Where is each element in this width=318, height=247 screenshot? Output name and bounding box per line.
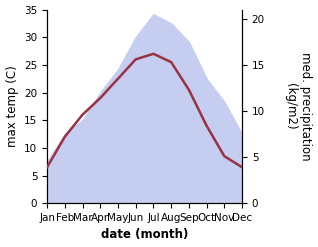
Y-axis label: max temp (C): max temp (C) — [5, 65, 18, 147]
X-axis label: date (month): date (month) — [101, 228, 188, 242]
Y-axis label: med. precipitation
(kg/m2): med. precipitation (kg/m2) — [284, 52, 313, 161]
